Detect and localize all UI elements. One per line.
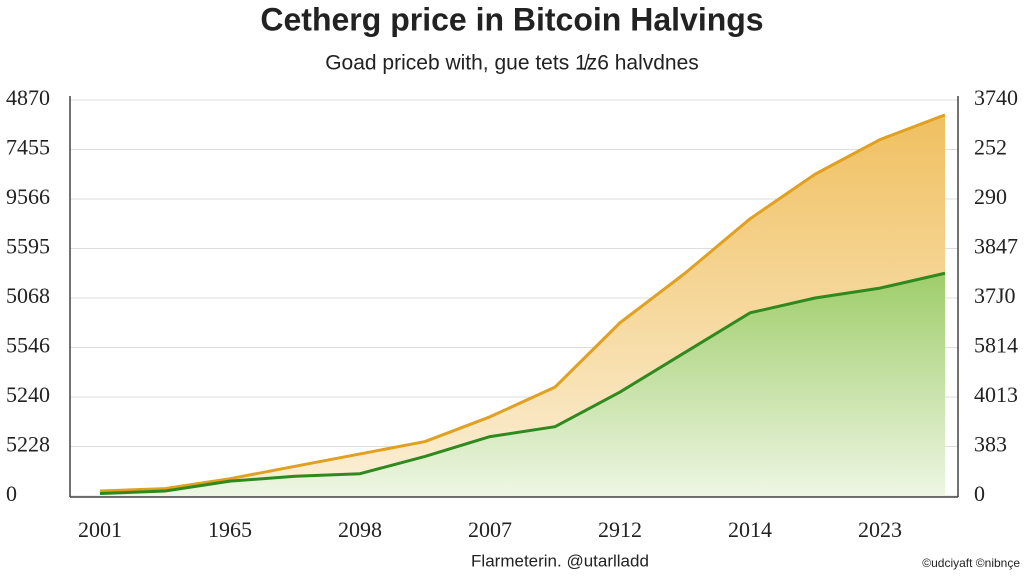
x-tick-label: 2098 [338,517,382,542]
y-tick-label: 5068 [6,283,50,308]
y-tick-label: 0 [6,481,17,506]
y2-tick-label: 0 [974,481,985,506]
y-tick-label: 5595 [6,234,50,259]
y2-tick-label: 5814 [974,333,1018,358]
y2-tick-label: 37J0 [974,283,1016,308]
footer: Flarmeterin. @utarlladd [471,551,649,570]
y2-tick-label: 252 [974,135,1007,160]
chart-subtitle: Goad priceb with, gue tets 1̸z6 halvdnes [325,52,699,75]
x-tick-label: 2007 [468,517,512,542]
line [99,271,946,496]
y2-tick-label: 3847 [974,234,1018,259]
y2-tick-label: 290 [974,184,1007,209]
area [100,273,945,496]
x-tick-label: 2014 [728,517,772,542]
y2-tick-label: 3740 [974,85,1018,110]
y2-tick-label: 4013 [974,382,1018,407]
y-tick-label: 9566 [6,184,50,209]
y-tick-label: 5240 [6,382,50,407]
x-tick-label: 2023 [858,517,902,542]
line [99,113,946,493]
y2-tick-label: 383 [974,432,1007,457]
y-tick-label: 5228 [6,432,50,457]
y-tick-label: 4870 [6,85,50,110]
chart-title: Cetherg price in Bitcoin Halvings [260,1,763,37]
x-tick-label: 2001 [78,517,122,542]
credit: ©udciyaft ©nibnçe [922,556,1020,570]
y-tick-label: 5546 [6,333,50,358]
y-tick-label: 7455 [6,135,50,160]
x-tick-label: 1965 [208,517,252,542]
x-tick-label: 2912 [598,517,642,542]
